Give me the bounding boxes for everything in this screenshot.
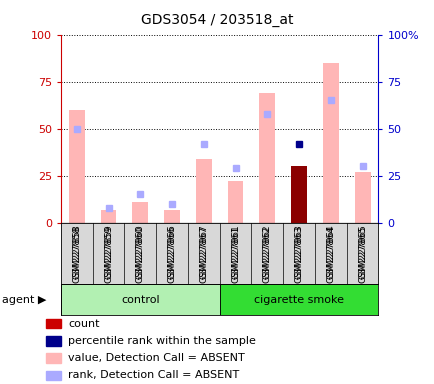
Text: GSM227859: GSM227859 xyxy=(104,226,113,283)
Text: GSM227858: GSM227858 xyxy=(72,226,81,283)
Bar xyxy=(46,336,61,346)
Text: cigarette smoke: cigarette smoke xyxy=(253,295,343,305)
Bar xyxy=(195,159,211,223)
Text: GSM227866: GSM227866 xyxy=(167,225,176,279)
Text: GSM227859: GSM227859 xyxy=(104,225,113,279)
Text: GSM227865: GSM227865 xyxy=(357,226,366,283)
Bar xyxy=(322,63,338,223)
Text: GSM227864: GSM227864 xyxy=(326,226,335,283)
Bar xyxy=(46,319,61,328)
Text: GSM227861: GSM227861 xyxy=(230,225,240,279)
Text: GSM227865: GSM227865 xyxy=(357,225,366,279)
Text: value, Detection Call = ABSENT: value, Detection Call = ABSENT xyxy=(68,353,244,363)
Text: rank, Detection Call = ABSENT: rank, Detection Call = ABSENT xyxy=(68,370,239,381)
Text: percentile rank within the sample: percentile rank within the sample xyxy=(68,336,255,346)
Text: GSM227863: GSM227863 xyxy=(294,226,303,283)
Bar xyxy=(46,353,61,363)
Text: agent ▶: agent ▶ xyxy=(2,295,46,305)
Text: GSM227867: GSM227867 xyxy=(199,225,208,279)
Bar xyxy=(46,371,61,380)
Bar xyxy=(259,93,275,223)
Text: count: count xyxy=(68,318,99,329)
Text: GSM227864: GSM227864 xyxy=(326,225,335,279)
Text: GSM227860: GSM227860 xyxy=(135,225,145,279)
Bar xyxy=(219,284,378,315)
Text: GSM227863: GSM227863 xyxy=(294,225,303,279)
Text: GSM227862: GSM227862 xyxy=(262,225,271,279)
Bar xyxy=(290,166,306,223)
Text: GDS3054 / 203518_at: GDS3054 / 203518_at xyxy=(141,13,293,27)
Text: GSM227860: GSM227860 xyxy=(135,226,145,283)
Bar xyxy=(164,210,180,223)
Bar xyxy=(100,210,116,223)
Text: GSM227862: GSM227862 xyxy=(262,226,271,283)
Bar xyxy=(354,172,370,223)
Text: GSM227861: GSM227861 xyxy=(230,226,240,283)
Bar xyxy=(61,284,219,315)
Text: GSM227866: GSM227866 xyxy=(167,226,176,283)
Text: control: control xyxy=(121,295,159,305)
Text: GSM227858: GSM227858 xyxy=(72,225,81,279)
Bar xyxy=(69,110,85,223)
Bar xyxy=(227,181,243,223)
Bar xyxy=(132,202,148,223)
Text: GSM227867: GSM227867 xyxy=(199,226,208,283)
